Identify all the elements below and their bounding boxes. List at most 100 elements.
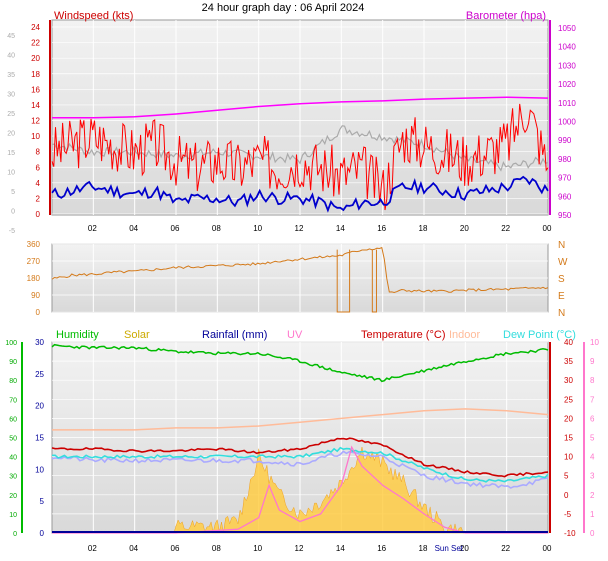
x-tick-label-bottom: 12 [295,544,304,553]
uv-tick-label: 9 [590,357,595,366]
humidity-tick-label: 40 [9,455,17,462]
indoor-temp-line [52,408,549,431]
x-tick-label-top: 12 [295,224,304,233]
baro-tick-label: 970 [558,174,572,183]
uv-tick-label: 7 [590,395,595,404]
wind-tick-label: 24 [31,23,40,32]
x-tick-label-bottom: 02 [88,544,97,553]
compass-tick-label: N [558,240,565,251]
baro-tick-label: 980 [558,155,572,164]
baro-tick-label: 990 [558,136,572,145]
legend-item: Dew Point (°C) [503,329,576,341]
baro-tick-label: 1020 [558,80,576,89]
uv-tick-label: 0 [590,529,595,538]
grey-scale-tick: 30 [7,92,15,99]
barometer-line [52,96,549,119]
apparent-temp-line [51,450,549,489]
x-tick-label-bottom: 10 [253,544,262,553]
grey-scale-tick: 15 [7,150,15,157]
solar-tick-label: 0 [40,529,45,538]
uv-tick-label: 4 [590,453,595,462]
humidity-tick-label: 60 [9,416,17,423]
x-tick-label-top: 20 [460,224,469,233]
temp-tick-label: -10 [564,529,576,538]
winddir-tick-label: 180 [27,274,41,283]
grey-scale-tick: 35 [7,72,15,79]
windspeed-axis-title: Windspeed (kts) [54,10,133,22]
wind-tick-label: 20 [31,54,40,63]
grey-scale-tick: 45 [7,33,15,40]
compass-tick-label: E [558,291,565,302]
x-tick-label-bottom: 04 [129,544,138,553]
wind-direction-dropout [336,249,351,313]
grey-scale-tick: -5 [9,228,15,235]
wind-tick-label: 22 [31,39,40,48]
x-tick-label-top: 18 [419,224,428,233]
uv-tick-label: 6 [590,414,595,423]
humidity-tick-label: 80 [9,378,17,385]
x-tick-label-bottom: 00 [543,544,552,553]
dew-point-line [51,446,549,483]
wind-tick-label: 4 [36,179,41,188]
temp-tick-label: 25 [564,395,573,404]
wind-tick-label: 12 [31,117,40,126]
solar-tick-label: 5 [40,497,45,506]
legend-item: UV [287,329,303,341]
temp-tick-label: 20 [564,414,573,423]
x-tick-label-top: 02 [88,224,97,233]
grey-scale-tick: 40 [7,53,15,60]
temp-tick-label: 30 [564,376,573,385]
baro-tick-label: 1000 [558,118,576,127]
uv-tick-label: 1 [590,510,595,519]
grey-scale-tick: 25 [7,111,15,118]
temp-tick-label: 5 [564,472,569,481]
wind-tick-label: 16 [31,85,40,94]
uv-tick-label: 10 [590,338,599,347]
x-tick-label-top: 04 [129,224,138,233]
wind-direction-line [51,246,549,294]
chart-title: 24 hour graph day : 06 April 2024 [202,2,365,14]
temp-tick-label: 0 [564,491,569,500]
humidity-line [51,343,549,383]
uv-tick-label: 2 [590,491,595,500]
x-tick-label-bottom: 16 [377,544,386,553]
x-tick-label-top: 16 [377,224,386,233]
winddir-tick-label: 360 [27,240,41,249]
compass-tick-label: N [558,308,565,319]
temp-tick-label: -5 [564,510,572,519]
x-tick-label-top: 10 [253,224,262,233]
x-tick-label-top: 22 [501,224,510,233]
grey-scale-tick: 10 [7,170,15,177]
x-tick-label-bottom: 18 [419,544,428,553]
x-tick-label-bottom: 22 [501,544,510,553]
average-wind-line [51,175,549,213]
humidity-tick-label: 90 [9,359,17,366]
humidity-tick-label: 20 [9,493,17,500]
wind-tick-label: 8 [36,148,41,157]
winddir-tick-label: 0 [36,308,41,317]
humidity-tick-label: 30 [9,474,17,481]
compass-tick-label: W [558,257,568,268]
grey-scale-tick: 20 [7,131,15,138]
x-tick-label-top: 08 [212,224,221,233]
humidity-tick-label: 50 [9,436,17,443]
baro-tick-label: 1030 [558,61,576,70]
wind-tick-label: 2 [36,194,41,203]
uv-tick-label: 3 [590,472,595,481]
humidity-tick-label: 10 [9,512,17,519]
temp-tick-label: 40 [564,338,573,347]
temp-tick-label: 15 [564,434,573,443]
baro-tick-label: 960 [558,192,572,201]
baro-tick-label: 1010 [558,99,576,108]
legend-item: Indoor [449,329,481,341]
solar-tick-label: 30 [35,338,44,347]
solar-tick-label: 20 [35,402,44,411]
winddir-tick-label: 270 [27,257,41,266]
x-tick-label-bottom: 14 [336,544,345,553]
solar-tick-label: 25 [35,370,44,379]
uv-tick-label: 5 [590,434,595,443]
baro-tick-label: 1040 [558,43,576,52]
wind-tick-label: 0 [36,210,41,219]
uv-tick-label: 8 [590,376,595,385]
